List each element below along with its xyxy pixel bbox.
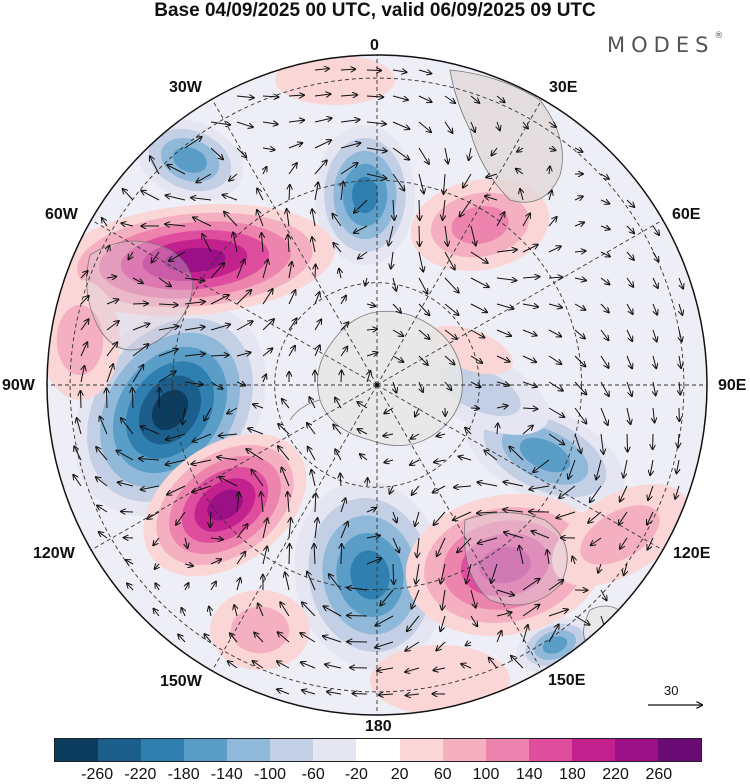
colorbar-bin [313,739,356,761]
colorbar-bin [184,739,227,761]
colorbar-bin [98,739,141,761]
new-zealand [584,606,625,650]
colorbar-tick-label: -180 [168,766,200,784]
lon-label-120w: 120W [33,545,75,563]
colorbar-bin [486,739,529,761]
wind-arrow [80,391,81,408]
colorbar-bin [443,739,486,761]
wind-arrow [367,478,368,486]
wind-arrow [315,265,316,278]
colorbar-bin [270,739,313,761]
colorbar-tick-label: 140 [516,766,543,784]
colorbar-bin [141,739,184,761]
wind-reference-arrow [646,690,706,720]
colorbar-tick-label: 20 [391,766,409,784]
colorbar-tick-label: -100 [254,766,286,784]
colorbar-tick-label: 220 [602,766,629,784]
colorbar-bin [400,739,443,761]
wind-arrow [341,544,342,564]
colorbar-bin [615,739,658,761]
south-pole [375,383,379,387]
colorbar-tick-label: -140 [211,766,243,784]
colorbar-tick-label: -220 [124,766,156,784]
wind-arrow [133,303,148,304]
anomaly-contour [352,177,378,213]
colorbar-tick-label: -60 [302,766,325,784]
lon-label-30e: 30E [549,79,577,97]
wind-arrow [289,544,290,564]
colorbar-tick-label: -20 [345,766,368,784]
colorbar-tick-label: 260 [645,766,672,784]
lon-label-0: 0 [370,37,379,55]
lon-label-60w: 60W [45,206,78,224]
wind-arrow [419,226,420,246]
wind-arrow [106,388,107,408]
wind-arrow [121,511,133,512]
anomaly-contour [370,645,510,715]
lon-label-90e: 90E [718,377,746,395]
wind-arrow [352,693,367,694]
wind-arrow [341,370,342,382]
colorbar-bin [658,739,701,761]
colorbar [54,738,702,762]
lon-label-180: 180 [365,718,392,736]
lon-label-150w: 150W [160,673,202,691]
colorbar-tick-label: 100 [473,766,500,784]
colorbar-bin [529,739,572,761]
colorbar-bin [227,739,270,761]
colorbar-tick-label: 180 [559,766,586,784]
lon-label-120e: 120E [673,545,710,563]
colorbar-bin [356,739,399,761]
lon-label-150e: 150E [548,672,585,690]
anomaly-contour [231,607,289,654]
wind-arrow [367,70,381,71]
colorbar-bin [572,739,615,761]
lon-label-30w: 30W [169,79,202,97]
colorbar-tick-label: -260 [81,766,113,784]
wind-arrow [347,615,367,616]
lon-label-90w: 90W [2,377,35,395]
lon-label-60e: 60E [672,206,700,224]
colorbar-bin [55,739,98,761]
colorbar-tick-label: 60 [434,766,452,784]
wind-arrow [627,434,628,452]
